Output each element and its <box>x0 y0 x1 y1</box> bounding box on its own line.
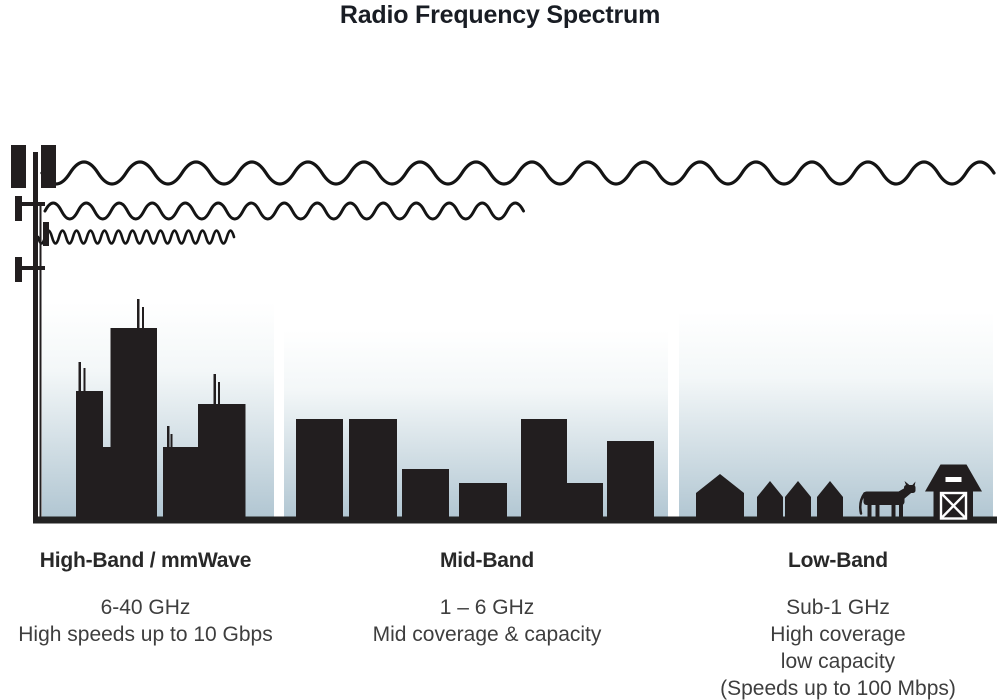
band-mid-frequency-range: 1 – 6 GHz <box>439 596 535 619</box>
barn-loft-vent <box>945 477 962 482</box>
band-low-coverage: High coverage <box>770 623 906 646</box>
wave-high-frequency-icon <box>36 229 236 245</box>
cow-leg <box>867 503 872 517</box>
antenna-mast <box>167 426 170 448</box>
mid-building <box>521 419 567 520</box>
mid-band-city <box>296 419 654 520</box>
cell-tower-part <box>43 222 49 246</box>
skyscraper <box>163 447 198 520</box>
band-mid-description: Mid coverage & capacity <box>372 623 602 646</box>
barn-door-cross <box>940 492 967 520</box>
antenna-mast <box>142 307 144 329</box>
cell-tower-part <box>15 266 45 270</box>
ground-line <box>33 516 997 524</box>
cell-tower-part <box>15 257 22 282</box>
antenna-mast <box>78 362 81 392</box>
house-icon <box>817 481 843 520</box>
skyscraper <box>76 391 103 520</box>
cow-icon <box>859 481 916 517</box>
band-label-high: High-Band / mmWave 6-40 GHz High speeds … <box>3 549 288 648</box>
mid-building <box>349 419 397 520</box>
cell-tower-part <box>15 202 45 206</box>
cell-tower-icon <box>11 145 56 520</box>
house-icon <box>757 481 783 520</box>
house-icon <box>696 474 744 520</box>
antenna-mast <box>213 374 216 405</box>
cow-head <box>904 485 916 493</box>
band-high-frequency-range: 6-40 GHz <box>100 596 191 619</box>
barn-door-frame <box>939 491 968 520</box>
cell-tower-part <box>15 196 22 221</box>
cell-tower-part <box>39 203 42 520</box>
skyscraper <box>103 447 111 520</box>
mid-building <box>402 469 449 520</box>
band-mid-name: Mid-Band <box>439 549 535 572</box>
band-high-description: High speeds up to 10 Gbps <box>18 623 273 646</box>
cell-tower-part <box>11 145 26 188</box>
cow-body <box>863 491 905 505</box>
band-high-name: High-Band / mmWave <box>39 549 252 572</box>
mid-building <box>607 441 654 520</box>
skyscraper <box>198 404 246 520</box>
cow-leg <box>875 503 880 517</box>
cow-leg <box>899 503 903 517</box>
antenna-mast <box>83 368 86 392</box>
band-low-capacity: low capacity <box>780 650 896 673</box>
band-low-name: Low-Band <box>788 549 888 572</box>
cow-horns <box>904 481 916 487</box>
band-label-low: Low-Band Sub-1 GHz High coverage low cap… <box>690 549 986 700</box>
diagram-title: Radio Frequency Spectrum <box>339 1 661 29</box>
wave-mid-frequency-icon <box>43 201 525 221</box>
house-icon <box>785 481 811 520</box>
cow-leg <box>891 503 896 517</box>
cell-tower-part <box>41 145 56 188</box>
mid-building <box>459 483 507 520</box>
high-band-city <box>76 299 246 520</box>
low-band-countryside <box>696 464 982 520</box>
cell-tower-part <box>33 152 38 520</box>
antenna-mast <box>218 382 220 405</box>
wave-low-frequency-icon <box>40 160 996 186</box>
band-low-speed: (Speeds up to 100 Mbps) <box>720 677 956 700</box>
antenna-mast <box>137 299 140 329</box>
mid-building <box>567 483 603 520</box>
band-label-mid: Mid-Band 1 – 6 GHz Mid coverage & capaci… <box>340 549 634 648</box>
band-low-frequency-range: Sub-1 GHz <box>786 596 890 619</box>
antenna-mast <box>170 434 173 448</box>
skyscraper <box>110 328 157 520</box>
barn-icon <box>925 464 982 520</box>
mid-building <box>296 419 343 520</box>
